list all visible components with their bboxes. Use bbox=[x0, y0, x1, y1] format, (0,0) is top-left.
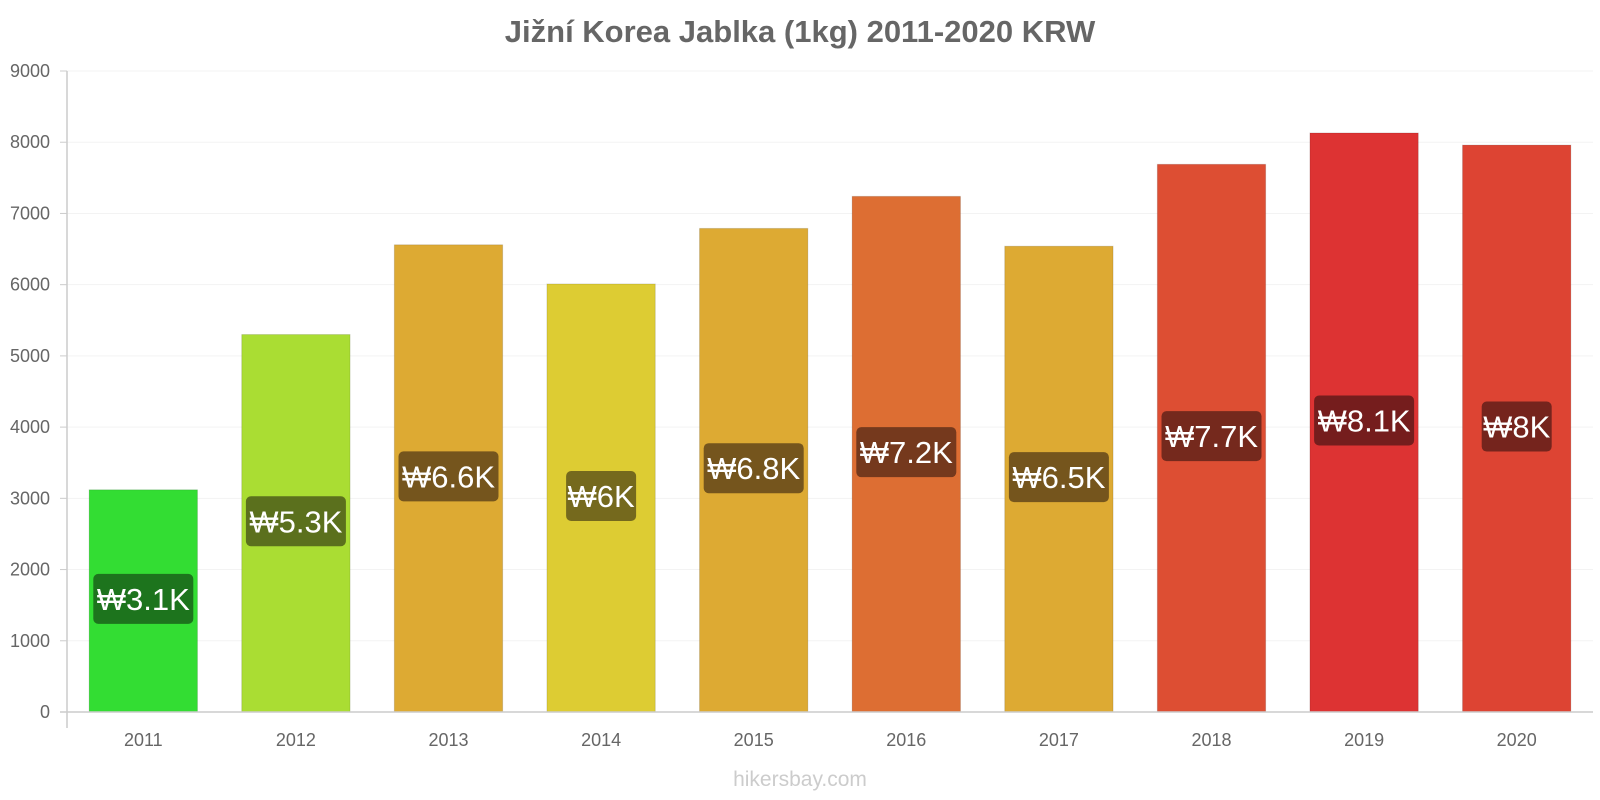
data-label-box bbox=[856, 427, 957, 478]
data-label: ₩7.7K bbox=[1165, 419, 1258, 454]
data-label-box bbox=[245, 496, 346, 547]
y-tick-label: 9000 bbox=[10, 61, 50, 81]
x-tick-label: 2020 bbox=[1497, 730, 1537, 750]
y-tick-label: 0 bbox=[40, 702, 50, 722]
data-labels: ₩3.1K ₩5.3K ₩6.6K ₩6K ₩6.8K ₩7.2K ₩6.5K ₩7.7K ₩8… bbox=[93, 395, 1552, 624]
data-label: ₩8.1K bbox=[1318, 403, 1411, 438]
y-tick-label: 4000 bbox=[10, 417, 50, 437]
x-tick-label: 2011 bbox=[124, 730, 163, 750]
data-label-box bbox=[1008, 452, 1109, 503]
data-label-box bbox=[703, 443, 804, 494]
x-tick-label: 2017 bbox=[1039, 730, 1079, 750]
x-tick-label: 2015 bbox=[734, 730, 774, 750]
data-label-box bbox=[1481, 401, 1552, 452]
data-label: ₩5.3K bbox=[249, 504, 342, 539]
data-label-box bbox=[566, 470, 637, 521]
data-label: ₩3.1K bbox=[97, 582, 190, 617]
x-axis-ticks: 2011 2012 2013 2014 2015 2016 2017 2018 2019 2020 bbox=[124, 730, 1537, 750]
x-tick-label: 2014 bbox=[581, 730, 621, 750]
y-tick-label: 3000 bbox=[10, 488, 50, 508]
data-label-box bbox=[1161, 411, 1262, 462]
x-tick-label: 2016 bbox=[886, 730, 926, 750]
data-label-box bbox=[1314, 395, 1415, 446]
data-label-box bbox=[93, 573, 194, 624]
data-label: ₩6.6K bbox=[402, 459, 495, 494]
x-tick-label: 2013 bbox=[428, 730, 468, 750]
x-tick-label: 2019 bbox=[1344, 730, 1384, 750]
chart-title: Jižní Korea Jablka (1kg) 2011-2020 KRW bbox=[504, 14, 1096, 49]
axes bbox=[60, 71, 1593, 728]
data-label: ₩8K bbox=[1483, 410, 1551, 445]
data-label: ₩6.8K bbox=[707, 451, 800, 486]
data-label: ₩7.2K bbox=[860, 435, 953, 470]
x-tick-label: 2012 bbox=[276, 730, 316, 750]
y-axis-ticks: 0 1000 2000 3000 4000 5000 6000 7000 8000 9000 bbox=[10, 61, 67, 722]
y-tick-label: 5000 bbox=[10, 346, 50, 366]
x-tick-label: 2018 bbox=[1191, 730, 1231, 750]
source-watermark: hikersbay.com bbox=[733, 768, 867, 791]
y-tick-label: 1000 bbox=[10, 631, 50, 651]
y-tick-label: 2000 bbox=[10, 560, 50, 580]
data-label-box bbox=[398, 451, 499, 502]
y-tick-label: 7000 bbox=[10, 203, 50, 223]
y-tick-label: 6000 bbox=[10, 275, 50, 295]
data-label: ₩6K bbox=[568, 479, 636, 514]
data-label: ₩6.5K bbox=[1012, 460, 1105, 495]
y-tick-label: 8000 bbox=[10, 132, 50, 152]
